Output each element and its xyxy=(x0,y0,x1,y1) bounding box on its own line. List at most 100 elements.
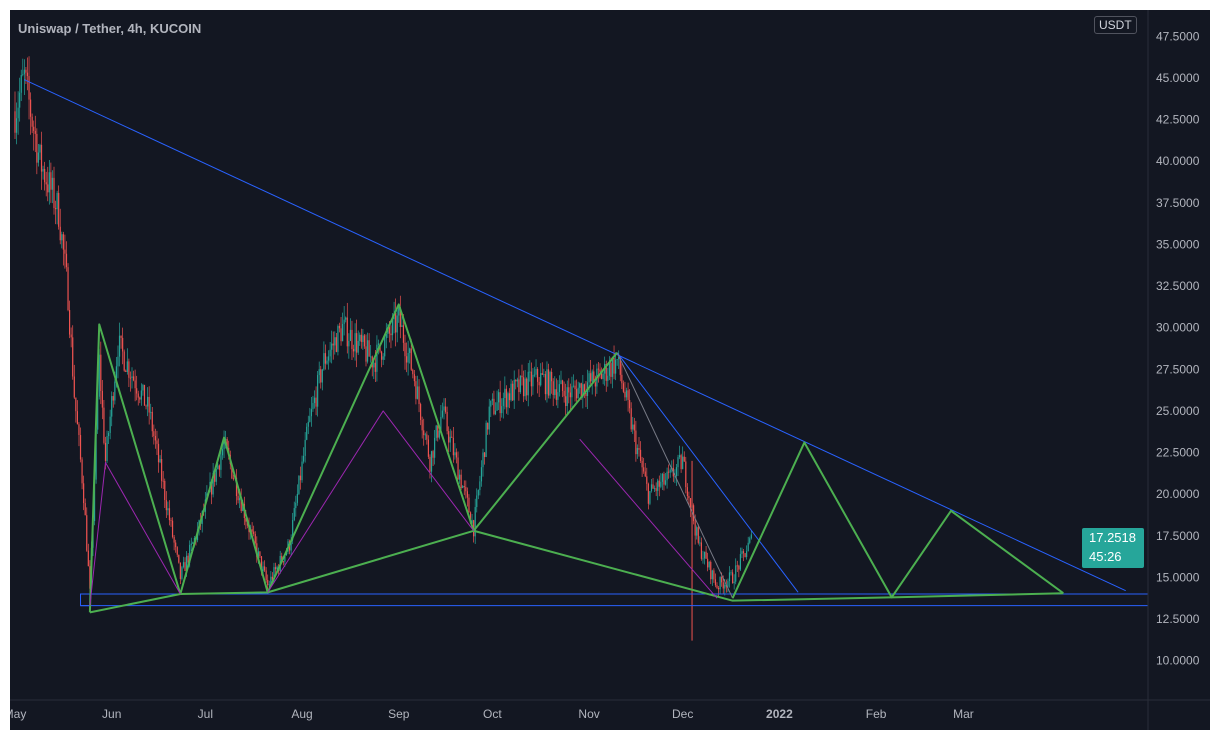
candle xyxy=(147,396,149,407)
candle xyxy=(716,585,718,588)
candle xyxy=(317,375,319,407)
candle xyxy=(699,542,701,544)
candle xyxy=(150,411,152,413)
price-tick-label: 40.0000 xyxy=(1156,154,1200,168)
candle xyxy=(549,371,551,396)
candle xyxy=(654,488,656,490)
candle xyxy=(359,334,361,341)
candle xyxy=(499,392,501,414)
candle xyxy=(47,184,49,193)
candle xyxy=(744,553,746,557)
candle xyxy=(58,192,60,227)
candle xyxy=(440,416,442,431)
candle xyxy=(117,356,119,367)
candle xyxy=(664,480,667,485)
candle xyxy=(711,570,713,580)
candle xyxy=(688,496,690,499)
candle xyxy=(713,570,715,580)
candle xyxy=(23,69,25,75)
candle xyxy=(33,126,35,131)
candle xyxy=(220,455,222,470)
candle xyxy=(53,177,55,209)
candle xyxy=(652,484,654,489)
trendline xyxy=(616,352,799,593)
candle xyxy=(167,508,169,511)
candle xyxy=(474,507,476,537)
candle xyxy=(471,520,473,524)
price-chart[interactable]: 47.5000 45.0000 42.5000 40.0000 37.5000 35.00… xyxy=(10,10,1210,730)
candle xyxy=(510,383,512,401)
candle xyxy=(295,502,297,509)
candle xyxy=(162,480,164,482)
candle xyxy=(103,407,105,443)
candle xyxy=(722,582,724,589)
candle xyxy=(599,369,601,372)
candle xyxy=(139,397,141,400)
candle xyxy=(619,356,621,375)
candle xyxy=(332,343,334,346)
candle xyxy=(694,521,696,536)
candle xyxy=(274,567,277,570)
price-axis: 47.5000 45.0000 42.5000 40.0000 37.5000 35.00… xyxy=(1156,29,1200,667)
candle xyxy=(132,376,135,381)
candle xyxy=(469,512,472,524)
candle xyxy=(621,374,623,384)
candle xyxy=(552,381,554,395)
candle xyxy=(101,390,103,408)
candle xyxy=(136,388,138,394)
candle xyxy=(526,378,528,396)
candle xyxy=(122,337,124,352)
candle xyxy=(504,388,506,398)
candle xyxy=(710,561,712,580)
candle xyxy=(730,572,732,574)
candle xyxy=(83,483,85,504)
candle xyxy=(627,390,629,400)
candle xyxy=(67,267,69,311)
candle xyxy=(366,340,369,362)
candle xyxy=(479,481,481,491)
candle xyxy=(126,361,128,372)
candle xyxy=(299,475,302,481)
candle xyxy=(72,337,74,377)
candle xyxy=(356,333,358,353)
candle xyxy=(253,531,255,534)
candle xyxy=(496,402,498,411)
candle xyxy=(576,389,578,399)
candle xyxy=(30,99,32,117)
candle xyxy=(661,473,663,482)
candle xyxy=(546,369,548,395)
candle xyxy=(170,520,172,521)
support-box xyxy=(80,593,91,607)
candle xyxy=(15,118,18,133)
candle xyxy=(615,359,617,374)
candle xyxy=(79,435,82,460)
candle xyxy=(36,133,38,163)
candle xyxy=(739,554,741,570)
candle xyxy=(502,397,504,407)
candle xyxy=(565,396,567,407)
zigzag-pattern-line xyxy=(88,303,618,613)
price-tick-label: 37.5000 xyxy=(1156,196,1200,210)
candle xyxy=(187,555,189,563)
candle xyxy=(181,567,183,579)
candle xyxy=(190,543,192,545)
candle xyxy=(232,478,234,480)
time-tick-label: 2022 xyxy=(766,707,793,721)
candle xyxy=(260,556,263,572)
candle xyxy=(476,495,478,508)
candle xyxy=(87,550,89,567)
candle xyxy=(557,392,559,400)
candle xyxy=(298,475,300,494)
candle xyxy=(69,310,71,335)
candle xyxy=(629,399,631,409)
candle xyxy=(368,340,370,357)
candle xyxy=(683,456,685,462)
candle xyxy=(399,307,401,327)
candle xyxy=(717,587,720,590)
currency-button[interactable]: USDT xyxy=(1094,16,1137,34)
candle xyxy=(585,392,587,396)
candles xyxy=(14,56,752,641)
candle xyxy=(749,538,751,543)
candle xyxy=(239,498,241,501)
candle xyxy=(427,439,429,457)
